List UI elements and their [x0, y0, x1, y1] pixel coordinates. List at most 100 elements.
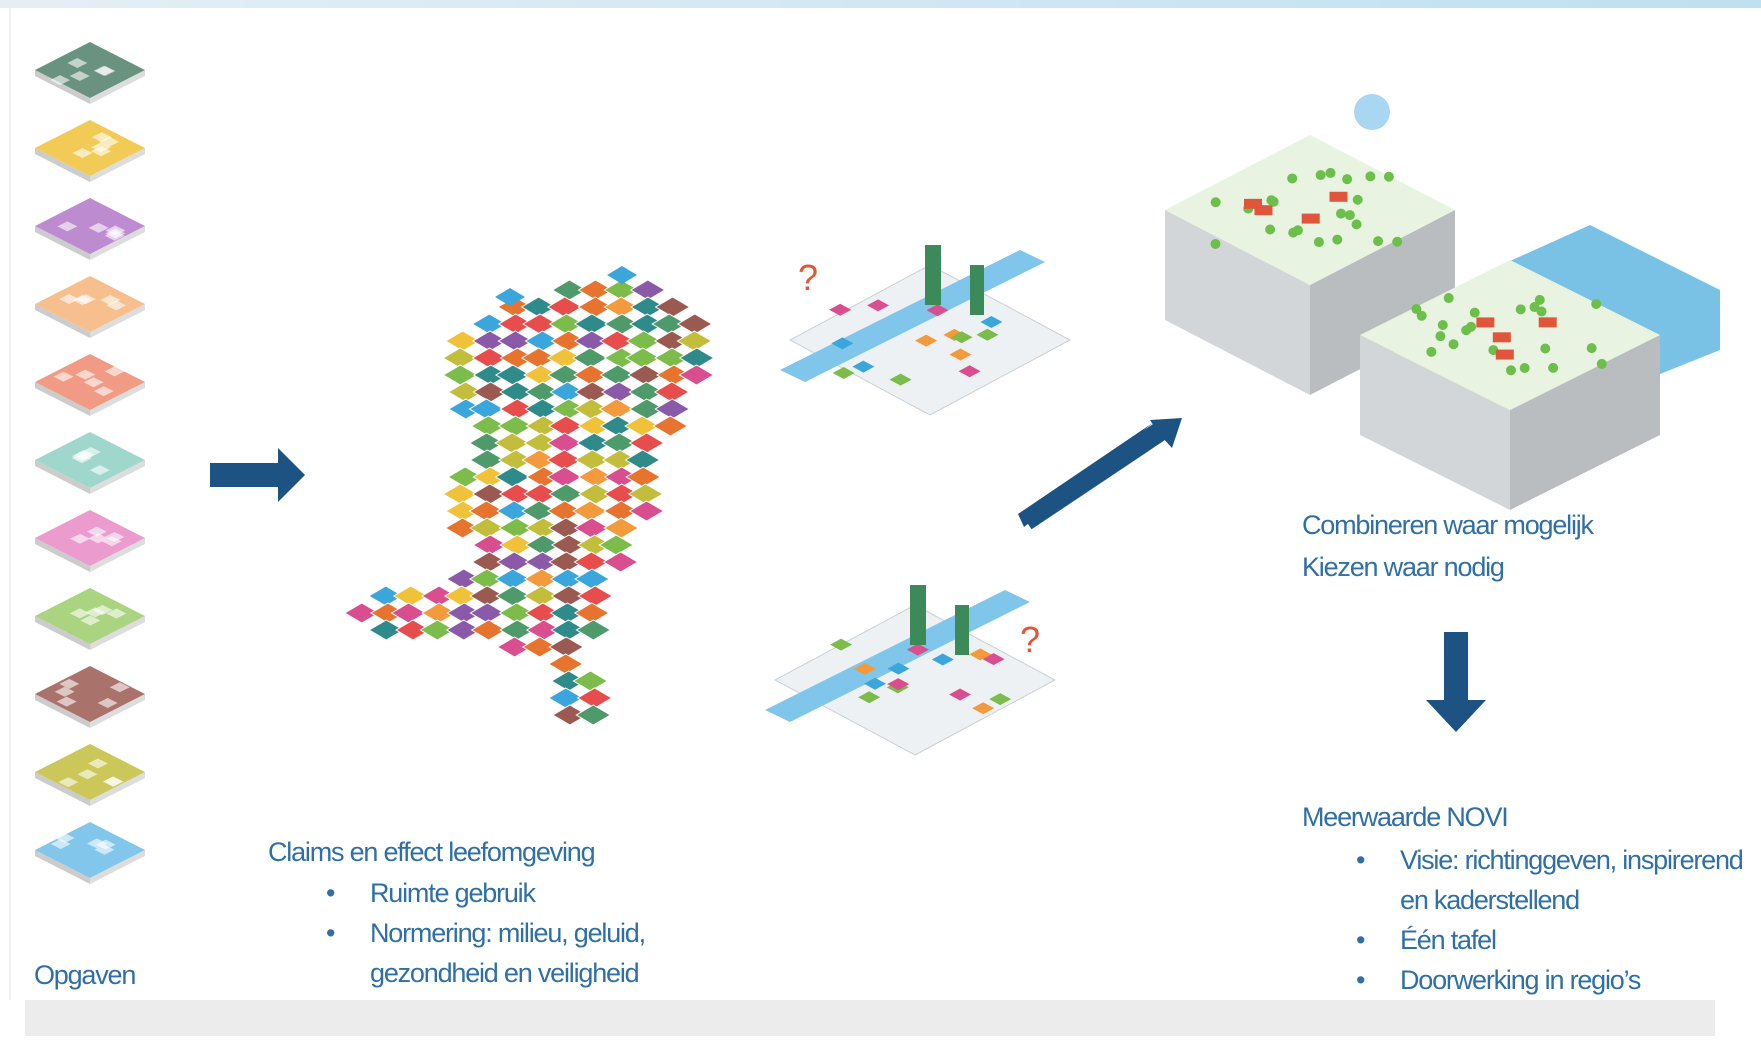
building [1492, 332, 1511, 343]
icon-side [35, 694, 90, 728]
block-side [1165, 210, 1310, 395]
city-item [852, 360, 875, 373]
icon-detail [89, 465, 110, 476]
tree [1505, 365, 1516, 376]
combine-line: Combineren waar mogelijk [1302, 510, 1594, 540]
building [1495, 349, 1514, 360]
block-top [1165, 135, 1455, 285]
map-tile [603, 517, 640, 539]
icon-detail [106, 608, 127, 619]
map-tile [395, 619, 432, 641]
map-tile [576, 687, 613, 709]
question-mark: ? [1020, 619, 1040, 660]
icon-detail [59, 294, 80, 305]
map-tile [444, 517, 481, 539]
claims-bullet: Ruimte gebruik [326, 873, 710, 913]
icon-detail [69, 71, 90, 82]
city-item [830, 638, 853, 651]
city-item [980, 316, 1003, 329]
map-tile [575, 619, 612, 641]
icon-side [35, 70, 90, 104]
tree [1416, 310, 1427, 321]
icon-detail [109, 682, 130, 693]
icon-detail [58, 777, 79, 788]
icon-side [35, 538, 90, 572]
tree [1344, 210, 1355, 221]
map-tile [652, 415, 689, 437]
city-item [887, 678, 910, 691]
city-item [926, 304, 949, 317]
tree [1351, 219, 1362, 230]
icon-side [35, 616, 90, 650]
icon-detail [93, 386, 114, 397]
block-side [1310, 210, 1455, 395]
icon-detail [88, 222, 109, 233]
tree [1466, 321, 1477, 332]
tree [1268, 196, 1279, 207]
city-item [976, 328, 999, 341]
tree [1519, 363, 1530, 374]
tree [1287, 173, 1298, 184]
icon-top [35, 198, 145, 254]
icon-detail [104, 230, 125, 241]
icon-detail [72, 147, 93, 158]
novi-list: Visie: richtinggeven, inspirerend en kad… [1356, 840, 1760, 1000]
theme-icons [35, 42, 145, 884]
city-item [915, 334, 938, 347]
city-blocks [765, 245, 1072, 756]
city-tower [970, 265, 984, 315]
city-item [949, 688, 972, 701]
icon-side [90, 772, 145, 806]
icon-side [90, 70, 145, 104]
map-tile [445, 619, 482, 641]
tree [1210, 197, 1221, 208]
icon-detail [75, 369, 96, 380]
map-tile [494, 466, 531, 488]
city-item [829, 303, 852, 316]
map-tile [573, 602, 610, 624]
icon-detail [87, 758, 108, 769]
icon-side [35, 772, 90, 806]
map-tile [572, 500, 608, 522]
icon-side [90, 538, 145, 572]
tree [1469, 307, 1480, 318]
icon-top [35, 432, 145, 488]
map-tile [470, 619, 507, 641]
icon-detail [83, 377, 104, 388]
map-tile [496, 636, 533, 658]
city-tower [955, 605, 969, 655]
icon-detail [59, 678, 80, 689]
map-tile [602, 551, 639, 573]
cloud [1354, 94, 1390, 130]
map-tile [442, 364, 479, 386]
tree [1411, 304, 1422, 315]
tree [1435, 331, 1446, 342]
map-tile [468, 398, 505, 420]
city-item [989, 693, 1012, 706]
tree [1540, 343, 1551, 354]
tree [1210, 238, 1221, 249]
building [1243, 198, 1262, 209]
block-side [1510, 335, 1660, 510]
landscape-blocks [1165, 94, 1720, 510]
block-side [1360, 335, 1510, 510]
city-item [949, 348, 972, 361]
map-tile [547, 653, 584, 675]
bottom-bar [25, 1000, 1715, 1036]
map-tile [598, 398, 635, 420]
tree [1313, 237, 1324, 248]
tree [1365, 171, 1376, 182]
building [1254, 205, 1273, 216]
city-item [832, 367, 855, 380]
netherlands-map [343, 266, 715, 726]
icon-side [90, 616, 145, 650]
icon-detail [50, 75, 71, 86]
tree [1342, 174, 1353, 185]
icon-detail [106, 300, 127, 311]
map-tile [368, 619, 405, 641]
map-tile [574, 568, 611, 590]
map-tile [654, 296, 691, 318]
icon-top [35, 822, 145, 878]
